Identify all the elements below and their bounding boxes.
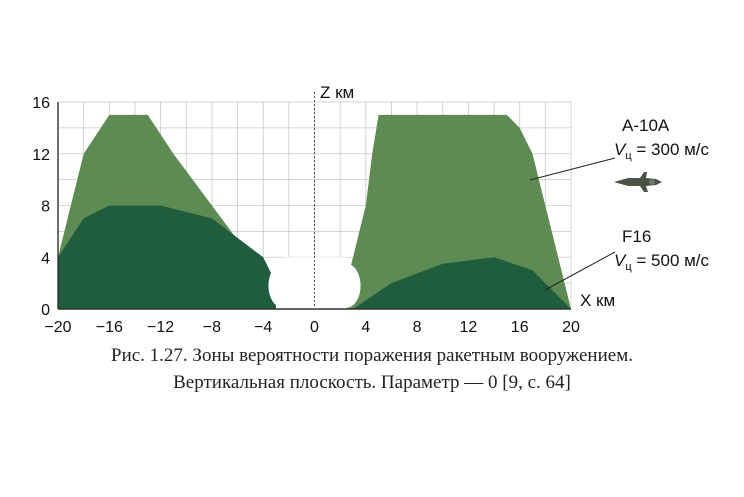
- x-tick-label: −12: [147, 319, 174, 336]
- aircraft-icon: [614, 172, 662, 192]
- y-tick-label: 8: [41, 199, 50, 216]
- speed-value: = 500 м/с: [632, 251, 710, 270]
- y-tick-label: 0: [41, 302, 50, 319]
- x-tick-label: 0: [310, 319, 319, 336]
- series-speed-f16: Vц = 500 м/с: [614, 251, 710, 273]
- zone-a10a-right: [340, 114, 571, 310]
- speed-value: = 300 м/с: [632, 140, 710, 159]
- y-tick-label: 16: [32, 95, 50, 112]
- y-tick-label: 12: [32, 147, 50, 164]
- zone-f16-left: [58, 205, 276, 309]
- probability-zones: [58, 114, 571, 310]
- speed-symbol: V: [614, 140, 627, 159]
- x-tick-label: 16: [511, 319, 529, 336]
- y-tick-label: 4: [41, 250, 50, 267]
- x-tick-label: 4: [361, 319, 370, 336]
- y-axis-title: Z км: [320, 83, 354, 102]
- axes: [57, 92, 571, 310]
- speed-subscript: ц: [625, 261, 632, 273]
- speed-subscript: ц: [625, 150, 632, 162]
- x-tick-label: 12: [460, 319, 478, 336]
- x-tick-label: −20: [44, 319, 71, 336]
- x-tick-label: 20: [562, 319, 580, 336]
- figure-caption-line-1: Рис. 1.27. Зоны вероятности поражения ра…: [111, 345, 633, 366]
- x-tick-label: 8: [413, 319, 422, 336]
- zone-f16-right: [353, 257, 571, 309]
- series-label-f16: F16: [622, 227, 651, 246]
- x-tick-label: −4: [254, 319, 272, 336]
- x-axis-title: X км: [580, 291, 615, 310]
- leader-line-a10a: [529, 157, 616, 181]
- figure-caption-line-2: Вертикальная плоскость. Параметр — 0 [9,…: [173, 372, 571, 393]
- leader-line-f16: [544, 251, 616, 291]
- tick-labels: −20 −16 −12 −8 −4 0 4 8 12 16 20 0 4 8 12 16: [32, 95, 580, 336]
- series-speed-a10a: Vц = 300 м/с: [614, 140, 710, 162]
- series-label-a10a: A-10A: [622, 116, 670, 135]
- speed-symbol: V: [614, 251, 627, 270]
- x-tick-label: −8: [203, 319, 221, 336]
- x-tick-label: −16: [96, 319, 123, 336]
